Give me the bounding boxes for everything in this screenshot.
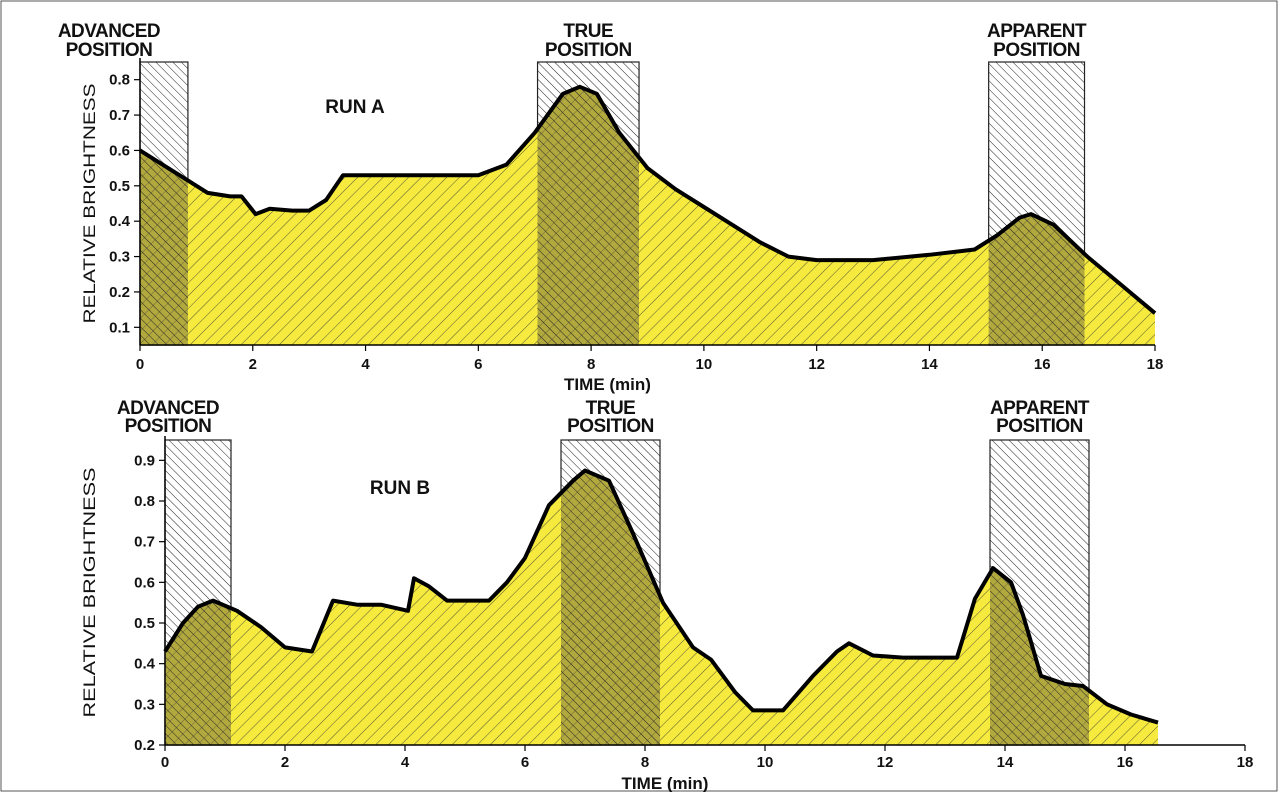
band-label-top: APPARENT bbox=[987, 21, 1087, 42]
brightness-area-hatch bbox=[165, 470, 1158, 745]
x-tick-label: 6 bbox=[521, 754, 529, 771]
band-overlap-hatch bbox=[988, 214, 1085, 345]
y-tick-label: 0.5 bbox=[109, 178, 130, 195]
y-tick-label: 0.8 bbox=[134, 493, 155, 510]
x-tick-label: 8 bbox=[587, 356, 595, 373]
band-overlap-hatch bbox=[165, 600, 231, 745]
charts-group: 0 2 4 6 8 10 12 14 16 18 0.1 0.2 0.3 0.4 0.5 0.6 0.7 0.8 T… bbox=[58, 21, 1254, 792]
band-label-bottom: POSITION bbox=[567, 416, 654, 437]
brightness-curve bbox=[138, 84, 1157, 315]
x-tick-label: 0 bbox=[136, 356, 144, 373]
x-tick-label: 6 bbox=[474, 356, 482, 373]
x-tick-label: 2 bbox=[249, 356, 257, 373]
band-label-top: ADVANCED bbox=[117, 398, 219, 419]
band-label-bottom: POSITION bbox=[996, 416, 1083, 437]
y-tick-label: 0.7 bbox=[109, 107, 130, 124]
y-tick-label: 0.2 bbox=[109, 284, 130, 301]
chart-run-b: 0 2 4 6 8 10 12 14 16 18 0.2 0.3 0.4 0.5 0.6 0.7 0.8 0.9 T… bbox=[80, 398, 1253, 792]
x-tick-label: 4 bbox=[361, 356, 370, 373]
y-tick-label: 0.4 bbox=[134, 656, 156, 673]
run-label: RUN B bbox=[370, 478, 430, 499]
x-tick-label: 10 bbox=[757, 754, 774, 771]
run-label: RUN A bbox=[325, 97, 385, 118]
band-label-bottom: POSITION bbox=[66, 40, 153, 61]
band-label-bottom: POSITION bbox=[545, 40, 632, 61]
x-tick-label: 18 bbox=[1237, 754, 1254, 771]
band-label-bottom: POSITION bbox=[993, 40, 1080, 61]
chart-run-a: 0 2 4 6 8 10 12 14 16 18 0.1 0.2 0.3 0.4 0.5 0.6 0.7 0.8 T… bbox=[58, 21, 1164, 394]
x-tick-label: 12 bbox=[877, 754, 894, 771]
x-tick-label: 16 bbox=[1117, 754, 1134, 771]
x-tick-label: 2 bbox=[281, 754, 289, 771]
band-label-top: ADVANCED bbox=[58, 21, 160, 42]
band-overlap-hatch bbox=[537, 86, 640, 345]
y-tick-label: 0.6 bbox=[134, 574, 155, 591]
band-label-top: TRUE bbox=[563, 21, 613, 42]
y-tick-label: 0.1 bbox=[109, 319, 130, 336]
x-tick-label: 14 bbox=[997, 754, 1014, 771]
x-tick-label: 18 bbox=[1147, 356, 1164, 373]
y-tick-label: 0.4 bbox=[109, 213, 131, 230]
x-axis-title: TIME (min) bbox=[564, 375, 651, 394]
y-tick-label: 0.5 bbox=[134, 615, 155, 632]
band-label-top: TRUE bbox=[586, 398, 636, 419]
band-label-top: APPARENT bbox=[990, 398, 1090, 419]
x-tick-label: 8 bbox=[641, 754, 649, 771]
x-tick-label: 14 bbox=[921, 356, 938, 373]
band-label-bottom: POSITION bbox=[125, 416, 212, 437]
y-tick-label: 0.3 bbox=[109, 249, 130, 266]
x-tick-label: 10 bbox=[696, 356, 713, 373]
band-overlap-hatch bbox=[990, 568, 1089, 745]
brightness-curve bbox=[163, 468, 1159, 725]
x-tick-label: 4 bbox=[401, 754, 410, 771]
y-tick-label: 0.7 bbox=[134, 534, 155, 551]
y-tick-label: 0.8 bbox=[109, 72, 130, 89]
x-axis-title: TIME (min) bbox=[622, 774, 709, 792]
x-tick-label: 0 bbox=[161, 754, 169, 771]
y-tick-label: 0.3 bbox=[134, 696, 155, 713]
y-tick-label: 0.6 bbox=[109, 142, 130, 159]
brightness-area-hatch bbox=[140, 86, 1155, 346]
y-axis-title: RELATIVE BRIGHTNESS bbox=[80, 84, 99, 324]
y-tick-label: 0.9 bbox=[134, 452, 155, 469]
x-tick-label: 16 bbox=[1034, 356, 1051, 373]
y-tick-label: 0.2 bbox=[134, 737, 155, 754]
y-axis-title: RELATIVE BRIGHTNESS bbox=[80, 468, 99, 718]
x-tick-label: 12 bbox=[808, 356, 825, 373]
band-overlap-hatch bbox=[140, 150, 188, 345]
